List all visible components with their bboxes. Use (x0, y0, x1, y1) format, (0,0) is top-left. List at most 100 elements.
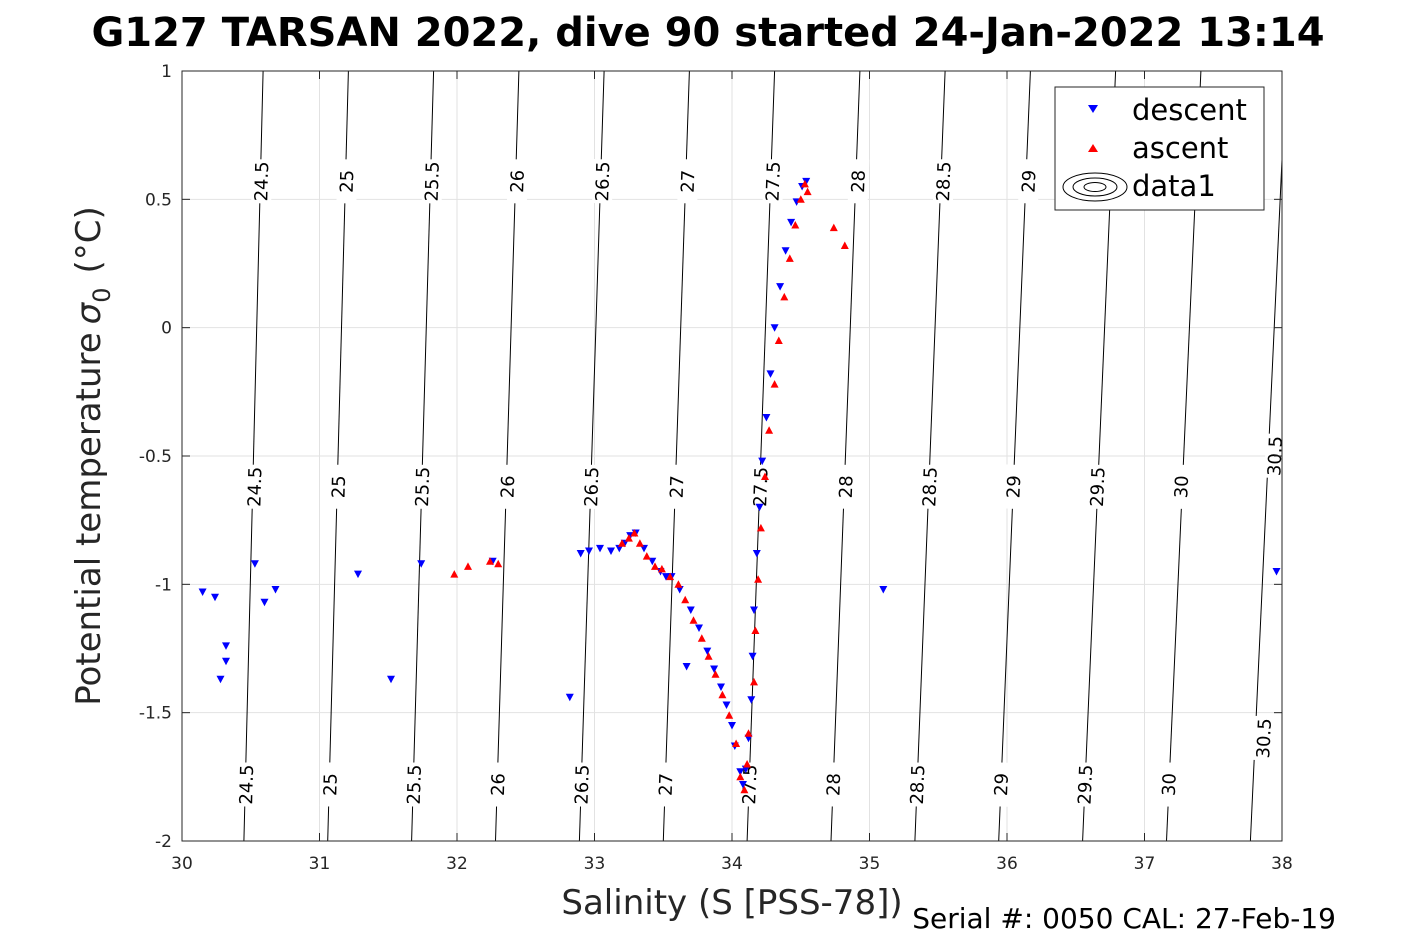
descent-point (736, 768, 745, 776)
x-tick-label: 36 (996, 854, 1018, 874)
ascent-point (732, 739, 741, 747)
contour-label-25.5: 25.5 (404, 764, 426, 805)
descent-point (750, 606, 758, 614)
ascent-point (785, 254, 794, 262)
ascent-point (774, 336, 783, 344)
x-tick-label: 31 (309, 854, 331, 874)
ascent-point (657, 564, 666, 573)
descent-point (271, 586, 280, 594)
descent-point (787, 218, 796, 227)
contour-label-29: 29 (991, 773, 1013, 797)
y-axis-ticks: 1 0.5 0 -0.5 -1 -1.5 -2 (139, 62, 1282, 852)
descent-point (752, 550, 761, 558)
descent-point (781, 247, 790, 255)
descent-point (354, 570, 362, 579)
contour-label-gap (251, 159, 273, 204)
descent-point (762, 414, 771, 422)
contour-label-26.5: 26.5 (581, 466, 603, 507)
contour-label-gap (487, 762, 509, 807)
ascent-point (796, 195, 805, 203)
x-tick-label: 38 (1271, 854, 1293, 874)
x-tick-label: 37 (1134, 854, 1156, 874)
descent-point (682, 663, 691, 671)
ascent-point (725, 711, 734, 719)
descent-point (1272, 568, 1281, 576)
descent-point (770, 324, 779, 332)
y-tick-label: 0.5 (145, 190, 172, 210)
legend: descent ascent data1 (1054, 86, 1265, 211)
descent-point (766, 370, 775, 378)
descent-point (417, 560, 426, 568)
descent-point (710, 665, 719, 673)
contour-label-gap (762, 159, 785, 204)
contour-label-gap (1002, 464, 1025, 510)
contour-label-25: 25 (337, 170, 359, 193)
contour-label-30: 30 (1159, 773, 1181, 797)
ascent-point (689, 616, 698, 624)
legend-ascent-label: ascent (1132, 131, 1228, 165)
y-axis-label-unit: (°C) (69, 206, 109, 273)
legend-contour-icon (1062, 172, 1128, 202)
contour-label-gap (236, 762, 258, 807)
ascent-points (450, 179, 849, 794)
ascent-point (681, 595, 690, 604)
descent-point (739, 781, 747, 789)
legend-descent-label: descent (1132, 93, 1247, 127)
descent-point (758, 457, 767, 466)
descent-point (686, 606, 695, 614)
contour-label-26.5: 26.5 (571, 764, 593, 805)
descent-point (675, 586, 684, 594)
density-contour-labels: 24.5 24.5 24.5 25 25 25 25.5 25.5 25.5 26 26 26 26.5… (236, 158, 1287, 807)
ascent-point (800, 179, 809, 188)
x-tick-label: 35 (859, 854, 881, 874)
ascent-point (450, 570, 459, 578)
contour-label-gap (412, 464, 434, 510)
contour-label-gap (906, 762, 929, 807)
contour-label-30.5: 30.5 (1253, 718, 1276, 759)
descent-point (703, 647, 712, 656)
descent-point (576, 550, 585, 558)
contour-label-28.5: 28.5 (907, 764, 930, 805)
contour-label-25.5: 25.5 (422, 161, 444, 202)
contour-label-gap (1018, 158, 1040, 204)
contour-label-28: 28 (848, 170, 870, 194)
ascent-point (744, 729, 753, 737)
descent-point (607, 547, 615, 555)
ascent-point (666, 572, 675, 581)
contour-label-gap (1253, 715, 1276, 761)
contour-label-28.5: 28.5 (933, 161, 956, 202)
contour-label-24.5: 24.5 (236, 764, 258, 805)
contour-label-29: 29 (1003, 475, 1025, 499)
contour-label-gap (592, 159, 614, 204)
contour-label-28: 28 (823, 773, 845, 797)
contour-label-gap (497, 464, 519, 510)
descent-point (250, 560, 259, 568)
y-axis-label: Potential temperature σ0 (°C) (69, 206, 116, 706)
contour-label-gap (319, 762, 342, 807)
ascent-point (642, 552, 651, 560)
descent-point (222, 657, 230, 666)
contour-label-gap (677, 159, 699, 204)
ascent-point (750, 677, 758, 686)
y-axis-label-main: Potential temperature (69, 332, 109, 705)
ascent-point (756, 523, 765, 532)
descent-point (717, 683, 725, 691)
contour-label-gap (336, 159, 358, 204)
contour-label-gap (835, 464, 857, 510)
y-axis-label-symbol: σ (69, 301, 109, 324)
contour-label-26: 26 (507, 170, 529, 194)
contour-label-28: 28 (836, 475, 858, 499)
contour-label-gap (919, 464, 941, 510)
ascent-point (829, 223, 838, 232)
contour-label-gap (666, 464, 688, 510)
descent-point (260, 598, 269, 607)
contour-label-gap (847, 159, 870, 204)
contour-label-24.5: 24.5 (244, 467, 266, 508)
ascent-point (651, 562, 659, 570)
contour-label-gap (328, 464, 350, 510)
contour-label-gap (990, 762, 1013, 807)
descent-point (695, 624, 703, 632)
ascent-point (486, 557, 494, 565)
contour-label-27.5: 27.5 (739, 764, 761, 805)
